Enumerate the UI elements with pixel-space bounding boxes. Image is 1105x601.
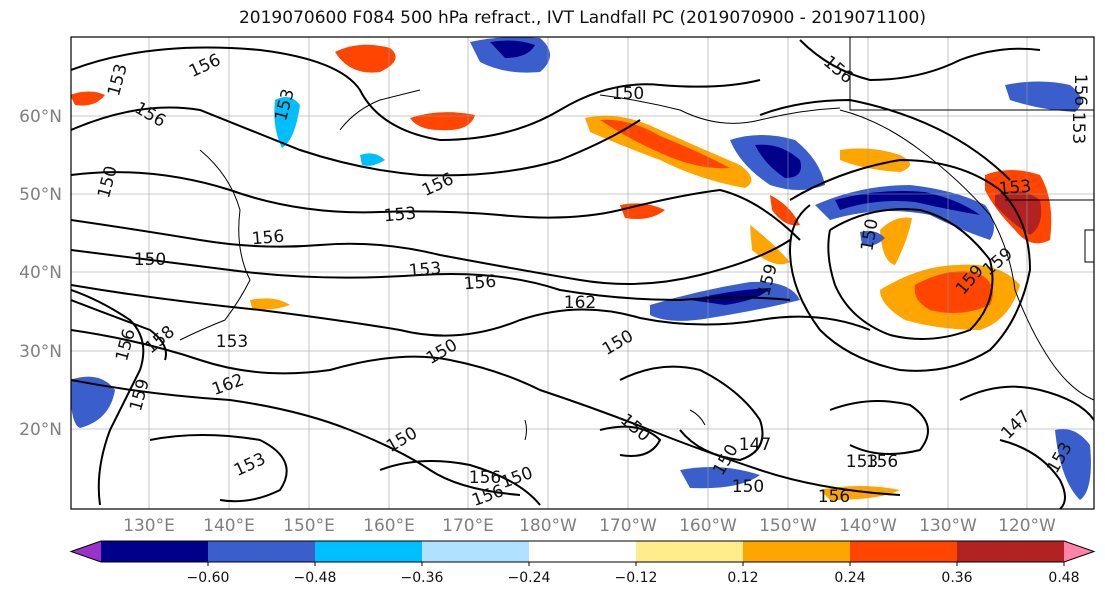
longitude-label: 130°W xyxy=(919,516,977,536)
shaded-negative xyxy=(71,37,1091,500)
latitude-label: 60°N xyxy=(19,107,62,127)
colorbar-extend-low xyxy=(71,541,101,562)
colorbar-swatch xyxy=(422,541,530,562)
contour-label: 156 xyxy=(1070,74,1090,106)
longitude-label: 120°W xyxy=(998,516,1056,536)
longitude-label: 160°W xyxy=(679,516,737,536)
longitude-label: 150°E xyxy=(283,516,335,536)
contour-label: 156 xyxy=(866,452,898,472)
latitude-label: 20°N xyxy=(19,420,62,440)
contour-label: 153 xyxy=(998,177,1032,200)
longitude-label: 150°W xyxy=(759,516,817,536)
refractivity-contours xyxy=(71,39,1094,509)
longitude-label: 140°E xyxy=(203,516,255,536)
colorbar-swatch xyxy=(529,541,637,562)
map-frame xyxy=(70,36,1095,510)
longitude-label: 130°E xyxy=(123,516,175,536)
colorbar-tick-label: 0.24 xyxy=(834,570,865,586)
colorbar-tick-label: −0.48 xyxy=(294,570,337,586)
colorbar-swatch xyxy=(743,541,851,562)
colorbar-tick-label: −0.24 xyxy=(508,570,551,586)
longitude-label: 170°E xyxy=(442,516,494,536)
latitude-label: 40°N xyxy=(19,263,62,283)
map-field xyxy=(71,37,1094,509)
colorbar-swatch xyxy=(957,541,1065,562)
colorbar-tick-label: −0.12 xyxy=(615,570,658,586)
colorbar-swatch xyxy=(208,541,316,562)
colorbar-tick-label: 0.48 xyxy=(1048,570,1079,586)
longitude-labels: 130°E 140°E 150°E 160°E 170°E 180°W 170°W 160°W… xyxy=(123,516,1056,536)
colorbar: −0.60 −0.48 −0.36 −0.24 −0.12 0.12 0.24 0.36 0.4… xyxy=(69,540,1096,586)
longitude-label: 140°W xyxy=(839,516,897,536)
colorbar-swatch xyxy=(101,541,209,562)
latitude-label: 50°N xyxy=(19,185,62,205)
contour-label: 153 xyxy=(216,332,248,352)
contour-label: 150 xyxy=(732,477,764,497)
map-gridlines xyxy=(71,37,1094,509)
contour-label: 153 xyxy=(383,204,417,227)
contour-label: 153 xyxy=(408,259,442,282)
contour-label: 162 xyxy=(564,293,596,313)
longitude-label: 170°W xyxy=(599,516,657,536)
colorbar-swatch xyxy=(636,541,744,562)
contour-label: 156 xyxy=(469,468,501,488)
contour-label: 156 xyxy=(251,227,285,250)
colorbar-swatch xyxy=(850,541,958,562)
map-title: 2019070600 F084 500 hPa refract., IVT La… xyxy=(238,8,926,28)
longitude-label: 180°W xyxy=(519,516,577,536)
contour-label: 156 xyxy=(818,487,850,507)
latitude-labels: 60°N 50°N 40°N 30°N 20°N xyxy=(19,107,62,440)
contour-label: 153 xyxy=(1068,112,1088,144)
colorbar-swatch xyxy=(315,541,423,562)
coastlines xyxy=(179,37,1094,441)
colorbar-outline xyxy=(69,540,1096,563)
colorbar-tick-label: 0.36 xyxy=(941,570,972,586)
contour-label: 153 xyxy=(846,452,878,472)
colorbar-tick-label: −0.60 xyxy=(187,570,230,586)
colorbar-tick-label: −0.36 xyxy=(401,570,444,586)
contour-label: 150 xyxy=(612,84,644,104)
contour-label: 156 xyxy=(463,272,497,295)
colorbar-tick-label: 0.12 xyxy=(727,570,758,586)
contour-label: 147 xyxy=(739,435,771,455)
shaded-positive xyxy=(71,44,1052,500)
latitude-label: 30°N xyxy=(19,342,62,362)
contour-label: 150 xyxy=(134,250,166,270)
colorbar-extend-high xyxy=(1064,541,1094,562)
longitude-label: 160°E xyxy=(363,516,415,536)
